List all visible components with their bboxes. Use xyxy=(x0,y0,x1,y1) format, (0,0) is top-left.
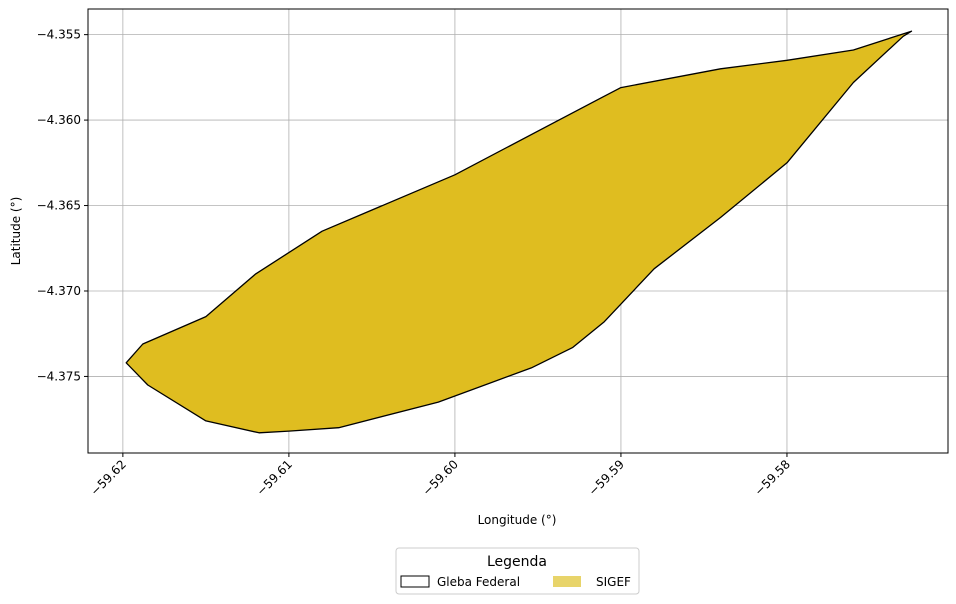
legend-label-gleba-federal: Gleba Federal xyxy=(437,575,520,589)
y-tick-label: −4.360 xyxy=(37,113,81,127)
x-tick-label: −59.59 xyxy=(586,457,627,498)
x-axis-ticks: −59.62 −59.61 −59.60 −59.59 −59.58 xyxy=(88,453,793,499)
x-axis-label: Longitude (°) xyxy=(478,513,557,527)
plot-frame xyxy=(87,8,949,454)
y-tick-label: −4.355 xyxy=(37,28,81,42)
gleba-polygon xyxy=(125,30,913,434)
x-tick-label: −59.58 xyxy=(752,457,793,498)
legend-swatch-gleba-federal xyxy=(400,575,430,588)
y-tick-label: −4.370 xyxy=(37,284,81,298)
legend: Legenda Gleba Federal SIGEF xyxy=(395,547,640,595)
y-tick-label: −4.375 xyxy=(37,369,81,383)
x-tick-label: −59.62 xyxy=(88,457,129,498)
y-axis-ticks: −4.355 −4.360 −4.365 −4.370 −4.375 xyxy=(37,28,88,383)
legend-label-sigef: SIGEF xyxy=(596,575,631,589)
y-axis-label: Latitude (°) xyxy=(9,197,23,266)
x-tick-label: −59.61 xyxy=(254,457,295,498)
legend-swatch-sigef xyxy=(553,576,581,587)
y-tick-label: −4.365 xyxy=(37,199,81,213)
legend-title: Legenda xyxy=(487,554,547,570)
x-tick-label: −59.60 xyxy=(420,457,461,498)
